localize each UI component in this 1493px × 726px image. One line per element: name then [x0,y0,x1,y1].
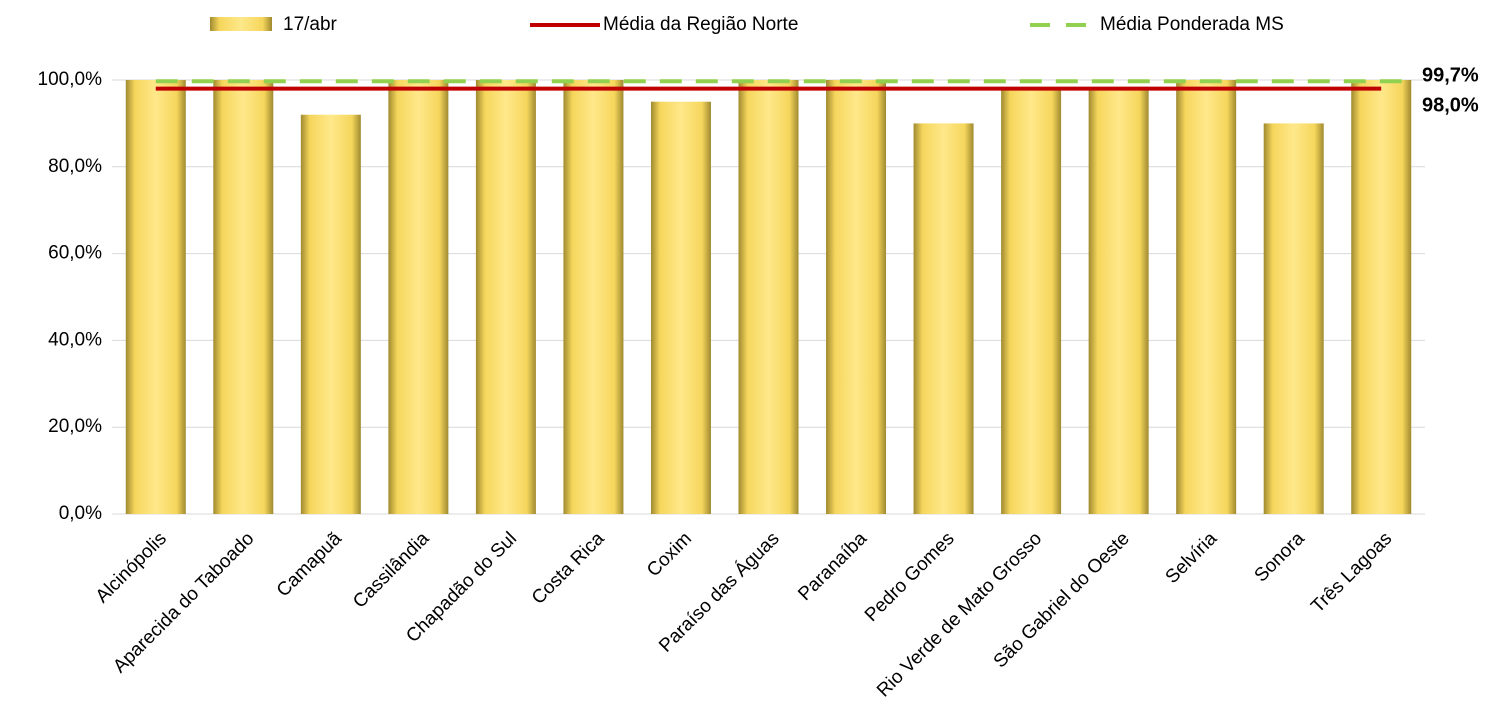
bar [300,114,361,514]
bar [738,80,799,514]
bar [388,80,449,514]
x-tick-label: Paranaíba [794,528,871,605]
bar [1351,80,1412,514]
bar [913,123,974,515]
x-tick-label: Costa Rica [528,528,609,609]
x-tick-label: Alcinópolis [92,528,171,607]
y-tick-label: 0,0% [59,503,102,524]
reference-value-label: 98,0% [1422,94,1479,116]
y-tick-label: 20,0% [48,416,102,437]
legend-label: Média da Região Norte [603,14,798,35]
x-tick-label: Cassilândia [349,528,434,613]
bar [1001,88,1062,515]
reference-value-label: 99,7% [1422,64,1479,86]
bar [563,80,624,514]
bar [650,101,711,514]
bar [1176,80,1237,514]
bar [826,80,887,514]
y-tick-label: 100,0% [38,69,103,90]
x-tick-label: Aparecida do Taboado [109,528,258,677]
y-tick-label: 60,0% [48,243,102,264]
x-tick-label: Camapuã [273,528,346,601]
x-tick-label: Três Lagoas [1307,528,1396,617]
bar [475,80,536,514]
bar [125,80,186,514]
bar [1088,88,1149,515]
legend-label: 17/abr [283,14,338,35]
bar [1263,123,1324,515]
legend-label: Média Ponderada MS [1100,14,1284,35]
x-tick-label: Coxim [643,528,696,581]
y-tick-label: 40,0% [48,329,102,350]
x-tick-label: Selvíria [1162,528,1222,588]
bar [213,80,274,514]
x-tick-label: Rio Verde de Mato Grosso [873,528,1046,701]
x-tick-label: Pedro Gomes [861,528,959,626]
y-tick-label: 80,0% [48,156,102,177]
legend-swatch [210,17,272,31]
x-tick-label: Sonora [1251,528,1309,586]
